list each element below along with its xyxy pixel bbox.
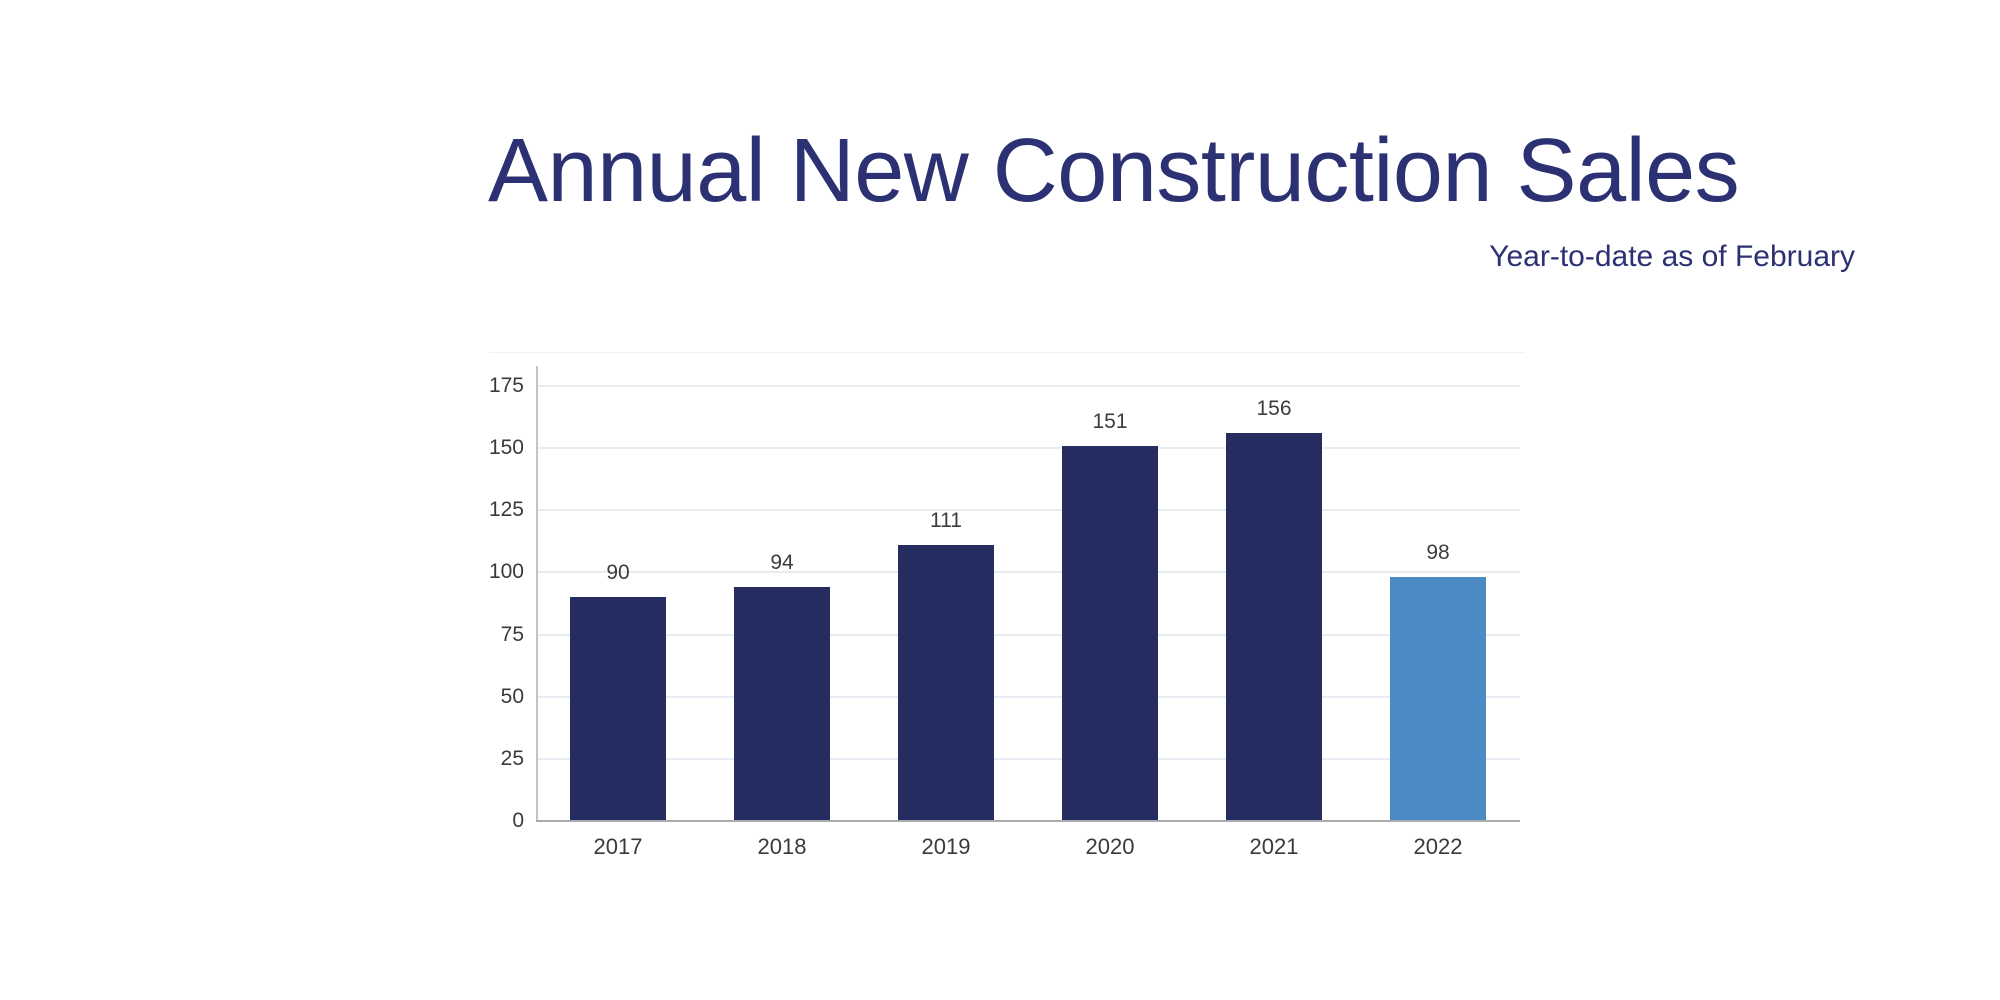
gridline-125 [536, 509, 1520, 512]
page-subtitle: Year-to-date as of February [1489, 240, 1855, 273]
value-label-2020: 151 [1092, 409, 1128, 433]
x-tick-label-2019: 2019 [921, 834, 971, 859]
y-tick-label-25: 25 [500, 746, 524, 770]
bar-2021 [1226, 433, 1322, 821]
y-tick-label-175: 175 [488, 374, 524, 397]
gridline-50 [536, 695, 1520, 698]
gridline-100 [536, 571, 1520, 574]
x-tick-label-2017: 2017 [593, 834, 643, 859]
gridline-75 [536, 633, 1520, 636]
y-tick-label-150: 150 [488, 436, 524, 460]
gridline-175 [536, 385, 1520, 387]
y-tick-label-100: 100 [488, 560, 524, 584]
bar-chart: 0 25 50 75 100 125 150 175 90 2017 94 2018 111 2019 15… [489, 352, 1525, 893]
bar-2019 [898, 545, 994, 821]
gridline-150 [536, 447, 1520, 450]
page-title: Annual New Construction Sales [488, 121, 1740, 221]
bar-2017 [570, 597, 666, 821]
value-label-2022: 98 [1426, 541, 1450, 565]
y-tick-label-50: 50 [500, 684, 524, 708]
x-tick-label-2021: 2021 [1249, 834, 1299, 859]
bar-2018 [734, 587, 830, 821]
y-tick-label-75: 75 [500, 622, 524, 646]
plot-area: 0 25 50 75 100 125 150 175 90 2017 94 2018 111 2019 15… [489, 353, 1525, 893]
y-tick-label-125: 125 [488, 498, 524, 522]
y-tick-label-0: 0 [512, 809, 524, 832]
value-label-2018: 94 [770, 551, 794, 575]
y-axis-line [536, 366, 538, 821]
x-tick-label-2020: 2020 [1085, 834, 1135, 859]
x-axis-line [536, 820, 1520, 822]
bar-2020 [1062, 445, 1158, 821]
bar-2022 [1390, 577, 1486, 821]
value-label-2021: 156 [1256, 397, 1292, 421]
x-tick-label-2022: 2022 [1413, 834, 1463, 859]
x-tick-label-2018: 2018 [757, 834, 807, 859]
value-label-2019: 111 [930, 509, 962, 533]
gridline-25 [536, 757, 1520, 760]
value-label-2017: 90 [606, 561, 630, 585]
